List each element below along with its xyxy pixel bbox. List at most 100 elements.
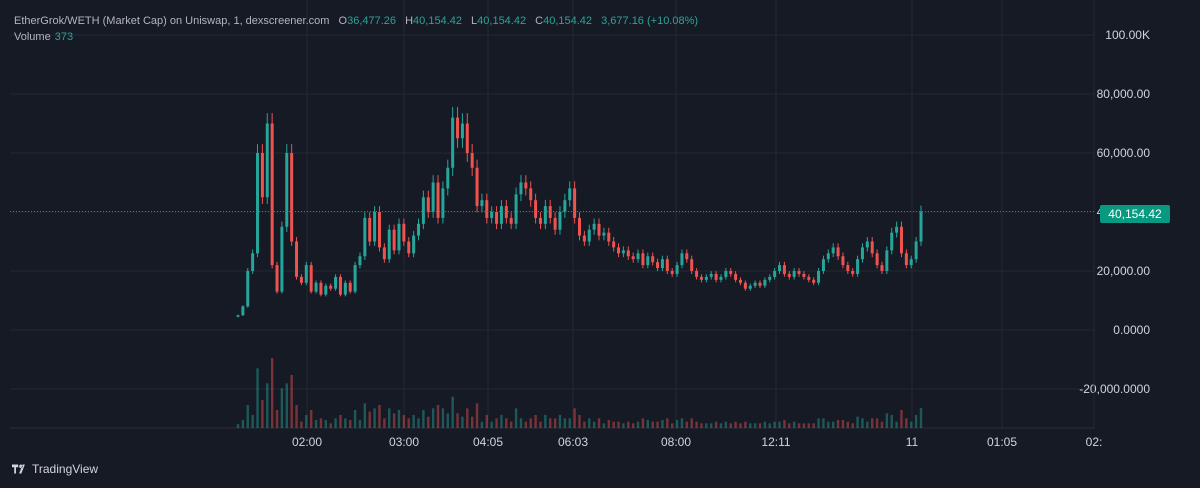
candle-body <box>490 212 494 218</box>
volume-label: Volume <box>14 31 51 43</box>
candle-body <box>353 265 357 292</box>
volume-legend: Volume 373 <box>14 31 73 43</box>
candle-body <box>348 282 352 292</box>
candle-body <box>704 276 708 280</box>
volume-bar <box>368 411 371 428</box>
candle-body <box>246 271 250 307</box>
candle-body <box>495 212 499 224</box>
volume-bar <box>246 405 249 428</box>
volume-bar <box>914 415 918 428</box>
candle-body <box>753 282 757 286</box>
volume-bar <box>607 420 610 428</box>
volume-bar <box>373 408 376 428</box>
candle-body <box>543 206 547 224</box>
candle-body <box>592 223 596 230</box>
volume-bar <box>436 405 440 428</box>
candle-body <box>251 253 255 271</box>
candle-body <box>865 241 869 248</box>
volume-bar <box>358 420 362 428</box>
volume-bar <box>446 413 449 428</box>
x-tick-label: 04:05 <box>473 435 503 449</box>
candle-body <box>792 271 796 277</box>
candle-body <box>695 271 699 277</box>
candle-body <box>368 217 372 242</box>
volume-bar <box>783 420 786 428</box>
candle-body <box>446 167 450 189</box>
volume-bar <box>851 423 854 428</box>
candle-body <box>319 282 323 295</box>
candle-body <box>660 259 664 269</box>
volume-bar <box>422 410 425 428</box>
volume-bar <box>597 418 601 428</box>
volume-bar <box>261 400 264 428</box>
candle-body <box>621 250 625 254</box>
candle-body <box>826 253 830 260</box>
candle-body <box>563 200 567 212</box>
candle-body <box>778 265 782 271</box>
candle-body <box>787 273 791 277</box>
x-tick-label: 02: <box>1086 435 1103 449</box>
volume-bar <box>880 421 884 428</box>
legend-low-key: L <box>471 15 478 27</box>
volume-bar <box>270 358 274 428</box>
volume-bar <box>719 423 723 428</box>
candle-body <box>329 285 333 289</box>
candle-body <box>743 282 747 289</box>
volume-bar <box>900 410 903 428</box>
candle-body <box>782 265 786 274</box>
candle-body <box>797 271 801 274</box>
candle-body <box>807 276 811 280</box>
candle-body <box>836 247 840 257</box>
candle-body <box>729 271 733 274</box>
volume-bar <box>275 410 279 428</box>
volume-bar <box>427 416 430 428</box>
candle-body <box>631 256 635 260</box>
candle-body <box>763 279 767 286</box>
volume-bar <box>563 418 567 428</box>
x-tick-label: 01:05 <box>987 435 1017 449</box>
tradingview-brand[interactable]: TradingView <box>12 462 98 476</box>
candle-body <box>524 182 528 189</box>
volume-bar <box>631 423 635 428</box>
y-tick-label: 60,000.00 <box>1097 146 1151 160</box>
candle-body <box>665 259 669 271</box>
volume-bar <box>875 418 879 428</box>
volume-bar <box>695 421 698 428</box>
volume-bar <box>661 420 664 428</box>
legend-high-value: 40,154.42 <box>413 15 462 27</box>
candle-body <box>460 123 464 139</box>
candle-body <box>407 241 411 254</box>
volume-bar <box>841 420 845 428</box>
volume-bar <box>480 421 484 428</box>
volume-bar <box>251 415 254 428</box>
volume-bar <box>319 418 323 428</box>
candle-body <box>714 273 718 280</box>
volume-bar <box>919 408 923 428</box>
candle-body <box>573 188 577 218</box>
candle-body <box>802 273 806 277</box>
volume-bar <box>871 418 874 428</box>
volume-bar <box>627 421 630 428</box>
y-tick-label: -20,000.0000 <box>1079 382 1150 396</box>
candle-body <box>602 232 606 236</box>
volume-bar <box>314 420 318 428</box>
candle-body <box>417 223 421 236</box>
volume-value: 373 <box>54 31 74 43</box>
candle-body <box>470 153 474 168</box>
candle-body <box>817 271 821 283</box>
candle-body <box>504 206 508 218</box>
volume-bar <box>612 421 615 428</box>
x-tick-label: 06:03 <box>558 435 588 449</box>
candle-body <box>373 212 377 242</box>
candle-body <box>909 259 913 266</box>
volume-bar <box>334 418 337 428</box>
volume-bar <box>617 421 620 428</box>
candle-body <box>309 265 313 292</box>
volume-bar <box>241 420 245 428</box>
x-tick-label: 08:00 <box>661 435 691 449</box>
volume-bar <box>861 418 864 428</box>
candle-body <box>870 241 874 254</box>
volume-bar <box>656 421 659 428</box>
candle-body <box>724 271 728 277</box>
